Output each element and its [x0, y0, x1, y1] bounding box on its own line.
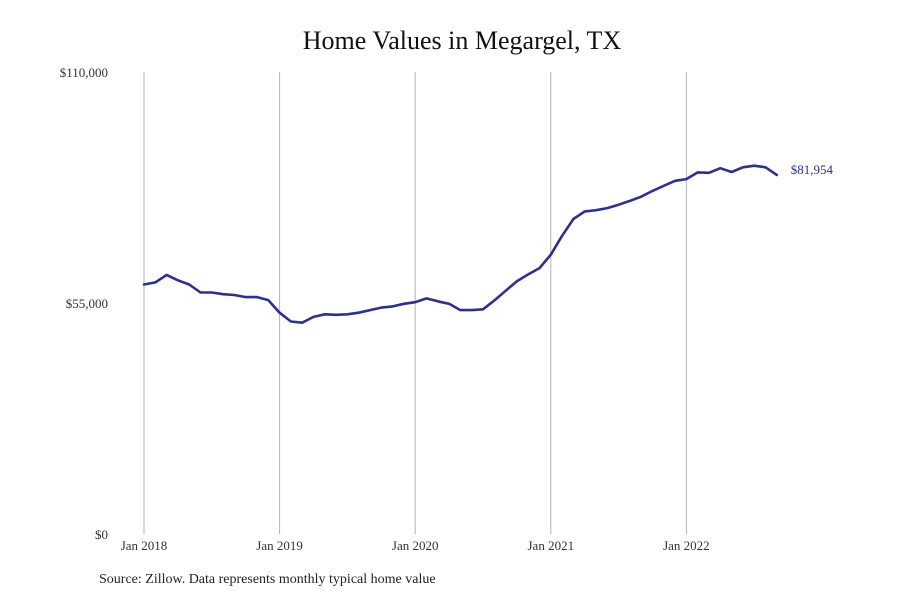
chart-title: Home Values in Megargel, TX: [302, 26, 622, 55]
y-tick-label: $110,000: [60, 65, 108, 80]
x-tick-label: Jan 2019: [256, 538, 303, 553]
x-tick-label: Jan 2021: [528, 538, 575, 553]
latest-value-label: $81,954: [791, 162, 834, 177]
y-tick-label: $0: [95, 527, 108, 542]
x-tick-label: Jan 2022: [663, 538, 710, 553]
x-tick-label: Jan 2018: [121, 538, 168, 553]
y-axis-ticks: $0 $55,000 $110,000: [60, 65, 108, 542]
home-value-line: [142, 164, 779, 324]
source-note: Source: Zillow. Data represents monthly …: [99, 572, 436, 587]
x-axis-ticks: Jan 2018 Jan 2019 Jan 2020 Jan 2021 Jan 2022: [121, 538, 710, 553]
x-tick-label: Jan 2020: [392, 538, 439, 553]
y-tick-label: $55,000: [66, 296, 108, 311]
